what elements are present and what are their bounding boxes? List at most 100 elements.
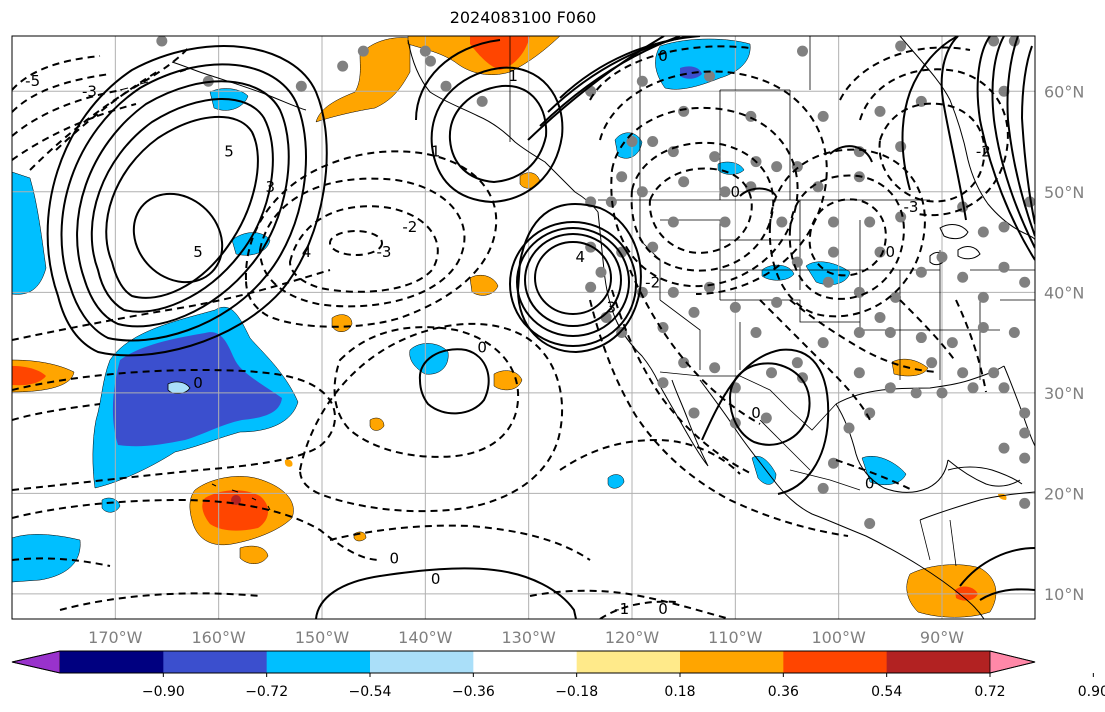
station-dot [766,367,777,379]
station-dot [864,518,876,530]
station-dot [419,45,431,57]
station-dot [709,362,721,374]
coastlines [119,36,1035,619]
contour-label: 1 [431,143,441,161]
station-dot [719,216,731,228]
station-dot [874,246,886,258]
latitude-tick-label: 30°N [1044,384,1084,403]
station-dot [667,216,679,228]
colorbar-tick-label: −0.18 [555,684,598,700]
station-dot [688,407,700,419]
station-dot [657,377,669,389]
station-dot [667,146,679,158]
station-dot [1019,276,1031,288]
station-dot [156,36,168,47]
station-dot [729,301,741,313]
colorbar-segment [370,651,474,673]
station-dot [828,246,839,258]
station-dot [895,40,907,52]
longitude-labels: 170°W 160°W 150°W 140°W 130°W 120°W 110°W 100°W… [88,628,964,647]
station-dot [828,457,839,469]
station-dot [977,226,989,238]
colorbar-extend-min [11,650,61,674]
station-dot [440,80,452,92]
station-dot [895,141,907,153]
station-dot [822,276,834,288]
colorbar-tick-label: −0.54 [349,684,392,700]
contour-label: 5 [193,243,203,261]
station-dot [890,291,901,303]
station-dot [874,105,886,117]
contour-label: 5 [224,143,234,161]
station-dot [760,412,772,424]
map-title: 2024083100 F060 [449,8,597,27]
contour-label: 0 [431,570,441,588]
station-dot [425,55,436,67]
station-dot [977,291,989,303]
station-dot [647,241,659,253]
station-dot [750,327,762,339]
station-dot [864,216,876,228]
contour-label: 0 [477,339,487,357]
longitude-tick-label: 110°W [708,628,763,647]
longitude-tick-label: 170°W [88,628,143,647]
colorbar-tick-label: 0.36 [768,684,799,700]
station-dot [1008,327,1020,339]
station-dot [636,186,648,198]
colorbar-tick-label: 0.72 [974,684,1005,700]
contour-label: 4 [576,248,586,266]
latitude-tick-label: 40°N [1044,283,1084,302]
longitude-tick-label: 90°W [920,628,964,647]
anomaly-shading [12,36,1007,618]
station-dot [884,327,896,339]
station-dot [678,357,690,369]
station-dot [977,322,989,333]
station-dot [998,382,1010,394]
station-dot [957,271,969,283]
contour-label: -1 [614,600,629,618]
colorbar-segment [783,651,888,673]
contour-label: 0 [658,47,668,65]
colorbar-tick-label: 0.54 [871,684,902,700]
contour-label: -3 [377,243,392,261]
colorbar: −0.90 −0.72 −0.54 −0.36 −0.18 0.18 0.36 0.54 0.7… [11,650,1105,700]
station-dot [864,407,876,419]
contour-label: 1 [508,67,518,85]
colorbar-segment [60,651,164,673]
contour-label: -2 [402,218,417,236]
station-dot [910,387,922,399]
station-dot [967,382,979,394]
station-dot [626,136,638,148]
colorbar-tick-label: −0.72 [245,684,288,700]
station-dot [936,387,948,399]
station-dot [895,211,907,223]
colorbar-tick-label: −0.90 [142,684,185,700]
longitude-tick-label: 100°W [811,628,866,647]
station-dot [817,110,829,122]
contour-label: -3 [904,198,919,216]
colorbar-segment [886,651,991,673]
station-dot [853,367,865,379]
contour-label: -3 [82,82,97,100]
station-dot [817,482,829,494]
station-dot [998,442,1010,454]
station-dot [957,367,969,379]
colorbar-extend-max [989,650,1036,674]
latitude-tick-label: 10°N [1044,585,1084,604]
station-dot [988,36,1000,47]
station-dot [357,45,369,57]
station-dot [1019,452,1031,464]
colorbar-outline [11,650,1036,674]
station-dot [616,327,628,339]
positive-contours [46,36,1035,619]
contour-label: 3 [266,178,276,196]
station-dot [704,281,715,293]
latitude-tick-label: 50°N [1044,183,1084,202]
station-dot [812,181,824,193]
longitude-tick-label: 150°W [295,628,350,647]
contour-label: 0 [390,550,400,568]
latitude-labels: 60°N 50°N 40°N 30°N 20°N 10°N [1044,82,1084,604]
contour-label: -2 [645,273,660,291]
station-dot [595,266,607,278]
contour-label: -5 [25,72,40,90]
